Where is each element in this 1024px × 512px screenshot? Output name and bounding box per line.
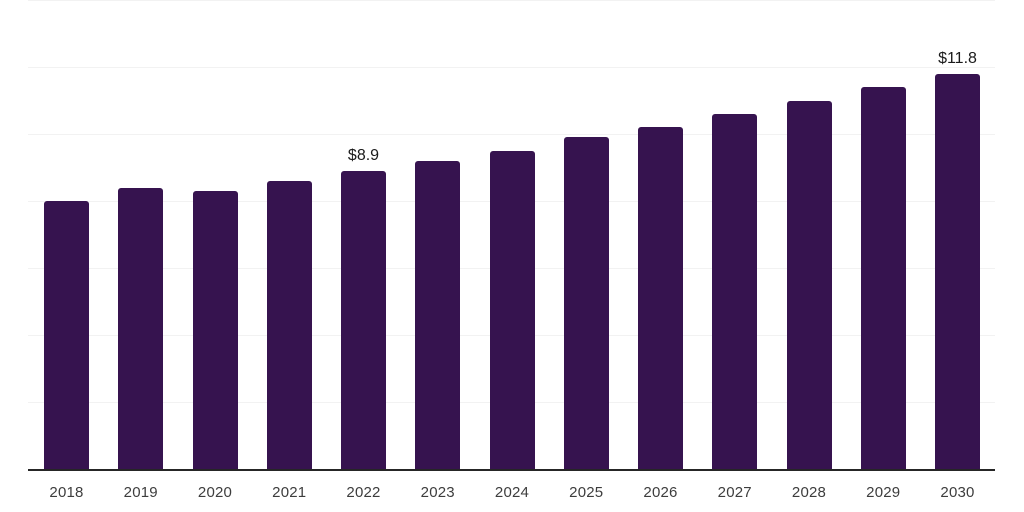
bar-2025	[563, 137, 609, 469]
x-tick-label-2021: 2021	[272, 484, 307, 501]
x-tick-label-2026: 2026	[643, 484, 678, 501]
x-tick-label-2029: 2029	[866, 484, 901, 501]
gridline	[28, 67, 995, 68]
x-tick-label-2027: 2027	[717, 484, 752, 501]
bar-2018	[44, 201, 89, 469]
bar-value-label-2030: $11.8	[938, 49, 977, 67]
gridline	[28, 134, 995, 135]
bar-2022	[341, 170, 386, 469]
bar-2028	[786, 100, 832, 469]
x-axis-line	[28, 469, 995, 471]
bar-2024	[489, 150, 535, 469]
x-tick-label-2028: 2028	[791, 484, 827, 501]
bar-value-label-2022: $8.9	[347, 146, 380, 164]
bar-2019	[118, 187, 164, 469]
x-tick-label-2022: 2022	[346, 484, 381, 501]
bar-2026	[638, 127, 683, 469]
x-tick-label-2030: 2030	[940, 484, 975, 501]
x-tick-label-2020: 2020	[197, 484, 233, 501]
bar-2021	[266, 180, 312, 469]
x-tick-label-2019: 2019	[123, 484, 158, 501]
bar-2030	[935, 73, 980, 469]
bar-2027	[712, 113, 758, 469]
x-tick-label-2018: 2018	[49, 484, 84, 501]
x-tick-label-2023: 2023	[420, 484, 455, 501]
bar-2023	[415, 160, 461, 469]
bar-2020	[192, 190, 238, 469]
x-tick-label-2025: 2025	[569, 484, 604, 501]
bar-2029	[860, 87, 906, 469]
x-tick-label-2024: 2024	[494, 484, 530, 501]
gridline	[28, 0, 995, 1]
